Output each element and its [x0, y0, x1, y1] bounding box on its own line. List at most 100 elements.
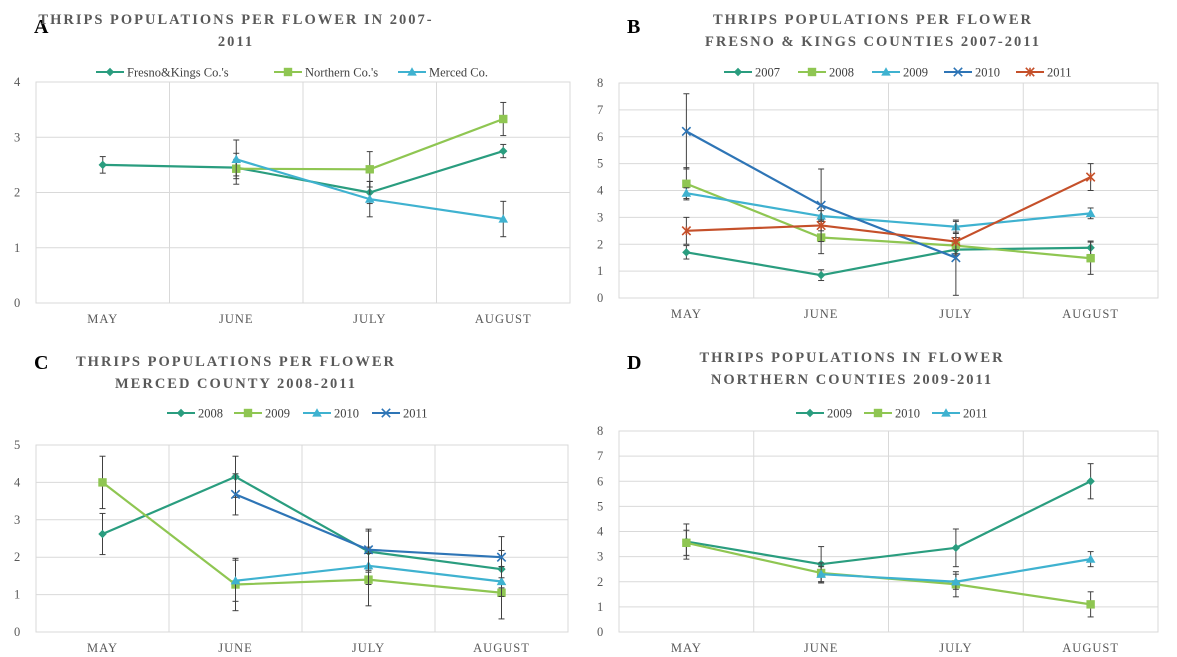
y-tick-label: 3 — [14, 513, 20, 527]
x-tick-label: AUGUST — [1062, 307, 1119, 321]
data-point — [98, 160, 107, 170]
data-point — [1086, 477, 1095, 486]
x-tick-label: MAY — [671, 307, 702, 321]
y-tick-label: 0 — [14, 296, 20, 310]
legend-label: 2008 — [829, 66, 854, 80]
series-3 — [681, 93, 961, 296]
y-tick-label: 1 — [597, 264, 603, 278]
legend-marker — [176, 408, 186, 418]
legend: Fresno&Kings Co.'s Northern Co.'s Merced C… — [96, 66, 488, 80]
x-tick-label: JULY — [939, 307, 972, 321]
legend-marker — [733, 67, 743, 77]
legend-label: Fresno&Kings Co.'s — [127, 66, 229, 80]
data-point — [365, 165, 374, 174]
y-tick-label: 4 — [14, 75, 21, 89]
series-line — [102, 475, 502, 571]
legend-marker — [381, 408, 391, 418]
legend-marker — [407, 67, 417, 76]
panel-letter: C — [34, 352, 48, 374]
series-2 — [231, 139, 509, 238]
x-tick-label: AUGUST — [475, 312, 532, 326]
y-tick-label: 1 — [597, 600, 603, 614]
data-point — [951, 252, 961, 263]
y-tick-label: 3 — [597, 210, 603, 224]
data-point — [816, 220, 826, 231]
x-tick-label: JULY — [939, 641, 972, 655]
data-point — [681, 188, 692, 197]
data-point — [98, 478, 107, 487]
y-tick-label: 3 — [597, 550, 603, 564]
legend-label: 2008 — [198, 407, 223, 421]
series-line — [686, 192, 1091, 228]
y-tick-label: 8 — [597, 76, 603, 90]
legend: 2008 2009 2010 2011 — [167, 407, 428, 421]
data-point — [499, 114, 508, 124]
x-tick-label: JUNE — [219, 312, 254, 326]
y-tick-label: 6 — [597, 474, 603, 488]
y-tick-label: 5 — [14, 438, 20, 452]
data-point — [499, 146, 508, 156]
legend-label: 2010 — [334, 407, 359, 421]
y-tick-label: 2 — [597, 575, 603, 589]
panel-letter: B — [627, 16, 640, 38]
data-point — [230, 575, 241, 585]
panel-letter: A — [34, 16, 49, 38]
data-point — [496, 576, 507, 586]
x-tick-label: MAY — [87, 641, 118, 655]
y-tick-label: 0 — [597, 625, 603, 639]
legend-marker — [312, 408, 322, 417]
legend: 2009 2010 2011 — [796, 407, 988, 421]
data-point — [364, 194, 375, 203]
x-tick-label: JULY — [352, 641, 385, 655]
x-tick-label: JULY — [353, 312, 386, 326]
data-point — [1085, 208, 1096, 217]
legend-marker — [881, 67, 891, 76]
data-point — [98, 529, 107, 539]
x-tick-label: AUGUST — [473, 641, 530, 655]
chart-title-line: THRIPS POPULATIONS PER FLOWER — [76, 354, 396, 370]
data-point — [816, 200, 826, 211]
y-tick-label: 5 — [597, 499, 603, 513]
legend-marker — [941, 408, 951, 417]
legend-label: 2010 — [895, 407, 920, 421]
series-line — [686, 176, 1092, 243]
legend-label: 2009 — [827, 407, 852, 421]
chart-title-line: MERCED COUNTY 2008-2011 — [115, 376, 357, 392]
legend-marker — [953, 67, 963, 77]
y-tick-label: 0 — [14, 625, 20, 639]
x-tick-label: MAY — [87, 312, 118, 326]
x-tick-label: MAY — [671, 641, 702, 655]
legend-label: 2011 — [1047, 66, 1072, 80]
legend-label: 2010 — [975, 66, 1000, 80]
data-point — [1086, 254, 1095, 263]
data-point — [1085, 554, 1096, 563]
data-point — [816, 569, 826, 578]
y-tick-label: 1 — [14, 241, 20, 255]
x-tick-label: JUNE — [804, 307, 839, 321]
data-point — [681, 226, 692, 236]
legend-marker — [1025, 67, 1035, 77]
legend-label: 2009 — [265, 407, 290, 421]
data-point — [682, 179, 691, 188]
series-line — [686, 480, 1092, 566]
data-point — [816, 270, 826, 280]
chart-title-line: THRIPS POPULATIONS IN FLOWER — [699, 350, 1004, 366]
series-line — [685, 182, 1091, 260]
y-tick-label: 5 — [597, 157, 603, 171]
data-point — [231, 154, 242, 163]
data-point — [498, 214, 509, 223]
chart-title-line: THRIPS POPULATIONS PER FLOWER IN 2007- — [38, 12, 433, 28]
y-tick-label: 4 — [14, 475, 21, 489]
legend-marker — [805, 408, 815, 418]
data-point — [951, 576, 961, 586]
legend-marker — [243, 408, 253, 418]
chart-panel-c: C THRIPS POPULATIONS PER FLOWER MERCED COU… — [14, 352, 569, 655]
data-point — [951, 543, 961, 553]
legend-marker — [283, 67, 293, 77]
panel-letter: D — [627, 352, 641, 374]
x-tick-label: JUNE — [804, 641, 839, 655]
data-point — [682, 538, 691, 548]
data-point — [951, 236, 961, 247]
